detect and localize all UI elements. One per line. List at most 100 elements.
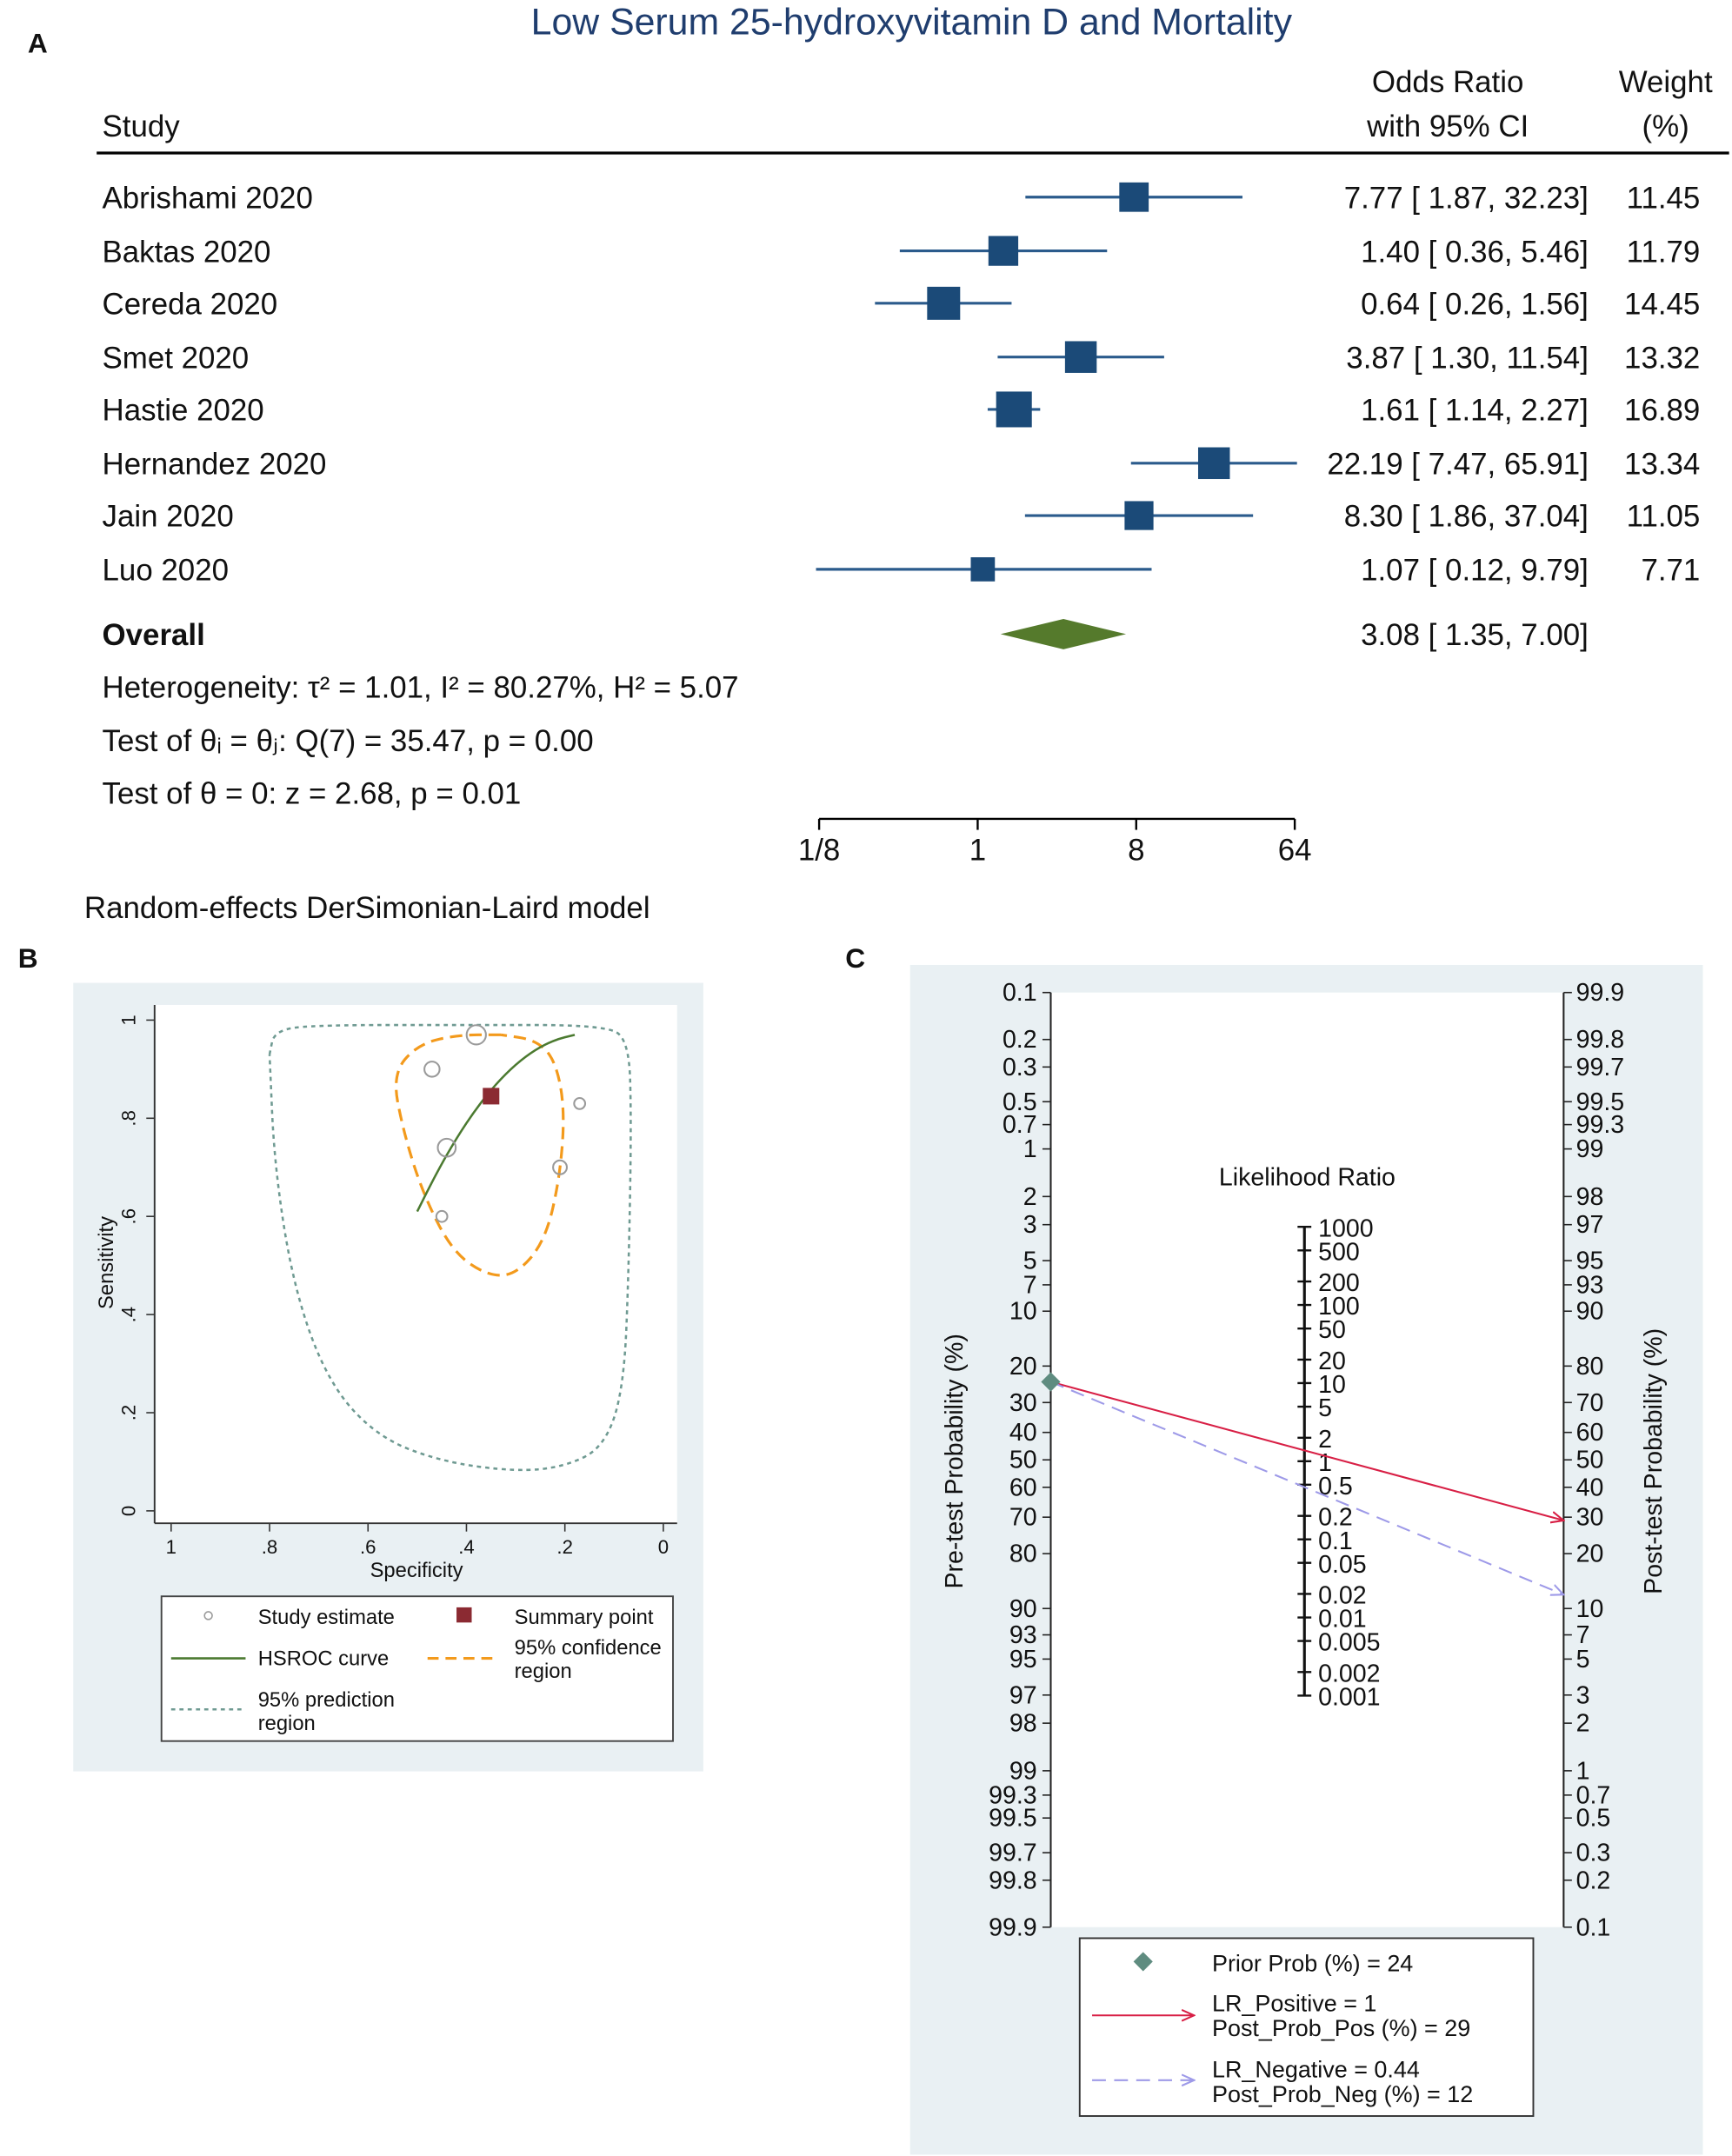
study-name: Baktas 2020	[103, 235, 271, 269]
pre-tick-label: 0.1	[1003, 979, 1037, 1007]
column-header-weight: Weight	[1619, 65, 1713, 99]
pre-tick-label: 3	[1023, 1211, 1037, 1239]
x-tick-label: 1	[969, 833, 986, 867]
pre-tick-label: 97	[1009, 1681, 1037, 1709]
post-tick-label: 2	[1576, 1710, 1590, 1738]
ci-text: 3.87 [ 1.30, 11.54]	[1346, 341, 1589, 375]
effect-marker	[1119, 182, 1149, 212]
post-tick-label: 20	[1576, 1540, 1604, 1568]
pre-tick-label: 5	[1023, 1248, 1037, 1275]
panel-label-a: A	[28, 27, 48, 58]
y-tick-label: 1	[118, 1015, 140, 1025]
panel-label-b: B	[18, 942, 38, 974]
confidence-region	[395, 1033, 565, 1277]
post-tick-label: 0.5	[1576, 1805, 1611, 1833]
effect-marker	[1124, 501, 1154, 530]
y-axis-label: Sensitivity	[95, 1216, 118, 1309]
stat-line: Heterogeneity: τ² = 1.01, I² = 80.27%, H…	[103, 670, 739, 704]
lr-tick-label: 0.002	[1318, 1660, 1380, 1687]
lr-tick-label: 0.05	[1318, 1551, 1367, 1579]
pre-tick-label: 30	[1009, 1389, 1037, 1417]
pre-tick-label: 80	[1009, 1540, 1037, 1568]
lr-tick-label: 0.2	[1318, 1504, 1353, 1532]
plot-area	[1050, 992, 1564, 1927]
lr-tick-label: 10	[1318, 1371, 1346, 1399]
lr-tick-label: 2	[1318, 1426, 1332, 1454]
stat-line: Test of θᵢ = θⱼ: Q(7) = 35.47, p = 0.00	[103, 724, 594, 758]
pre-tick-label: 2	[1023, 1183, 1037, 1211]
post-tick-label: 10	[1576, 1595, 1604, 1623]
column-header-weight-unit: (%)	[1642, 110, 1689, 143]
legend-box	[160, 1595, 674, 1742]
post-tick-label: 40	[1576, 1474, 1604, 1501]
legend-label: HSROC curve	[258, 1647, 390, 1670]
post-tick-label: 99.7	[1576, 1054, 1625, 1081]
y-tick-label: .8	[118, 1110, 140, 1127]
post-tick-label: 95	[1576, 1248, 1604, 1275]
study-row: Hastie 2020 1.61 [ 1.14, 2.27] 16.89	[103, 391, 1700, 428]
chart-title: Low Serum 25-hydroxyvitamin D and Mortal…	[531, 2, 1293, 43]
pre-tick-label: 99.3	[989, 1781, 1037, 1809]
study-name: Smet 2020	[103, 341, 250, 375]
study-estimate-point	[465, 1024, 487, 1046]
pre-tick-label: 99.8	[989, 1867, 1037, 1894]
post-tick-label: 5	[1576, 1646, 1590, 1674]
ci-text: 22.19 [ 7.47, 65.91]	[1327, 447, 1589, 481]
lr-tick-label: 0.005	[1318, 1629, 1380, 1657]
legend-prior: Prior Prob (%) = 24	[1212, 1951, 1413, 1977]
lr-tick-label: 0.1	[1318, 1527, 1353, 1555]
legend-prior-icon	[1133, 1952, 1153, 1972]
effect-marker	[988, 236, 1019, 266]
post-tick-label: 1	[1576, 1757, 1590, 1785]
study-row: Baktas 2020 1.40 [ 0.36, 5.46] 11.79	[103, 235, 1701, 269]
study-row: Abrishami 2020 7.77 [ 1.87, 32.23] 11.45	[103, 181, 1701, 215]
post-tick-label: 0.2	[1576, 1867, 1611, 1894]
column-header-or: Odds Ratio	[1372, 65, 1523, 99]
legend: Study estimate Summary point HSROC curve 95…	[160, 1595, 674, 1742]
effect-marker	[996, 391, 1032, 428]
pre-tick-label: 10	[1009, 1298, 1037, 1326]
overall-ci-text: 3.08 [ 1.35, 7.00]	[1361, 618, 1589, 652]
legend-summary-icon	[456, 1607, 472, 1623]
column-header-ci: with 95% CI	[1366, 110, 1529, 143]
x-tick-label: 64	[1278, 833, 1312, 867]
legend-label: Study estimate	[258, 1606, 395, 1629]
post-tick-label: 97	[1576, 1211, 1604, 1239]
x-tick-label: 1	[166, 1536, 177, 1558]
x-tick-label: .8	[262, 1536, 278, 1558]
legend-study-icon	[203, 1611, 213, 1620]
legend-box	[1078, 1937, 1535, 2117]
lr-tick-label: 5	[1318, 1394, 1332, 1422]
legend-post-pos: Post_Prob_Pos (%) = 29	[1212, 2015, 1470, 2041]
post-tick-label: 99	[1576, 1135, 1604, 1163]
x-tick-label: .4	[458, 1536, 475, 1558]
post-tick-label: 99.8	[1576, 1026, 1625, 1054]
ci-text: 8.30 [ 1.86, 37.04]	[1344, 500, 1589, 534]
lr-tick-label: 100	[1318, 1293, 1360, 1321]
post-tick-label: 98	[1576, 1183, 1604, 1211]
column-header-study: Study	[103, 110, 181, 143]
weight-text: 11.79	[1627, 235, 1701, 269]
pre-tick-label: 20	[1009, 1353, 1037, 1381]
pre-tick-label: 60	[1009, 1474, 1037, 1501]
study-estimate-point	[436, 1137, 457, 1158]
ci-text: 1.40 [ 0.36, 5.46]	[1361, 235, 1589, 269]
study-name: Cereda 2020	[103, 288, 278, 322]
study-estimate-point	[552, 1159, 568, 1175]
post-tick-label: 60	[1576, 1419, 1604, 1447]
footnote: Random-effects DerSimonian-Laird model	[84, 891, 650, 925]
legend-post-neg: Post_Prob_Neg (%) = 12	[1212, 2081, 1473, 2107]
lr-tick-label: 50	[1318, 1316, 1346, 1344]
pre-tick-label: 70	[1009, 1504, 1037, 1532]
prediction-region	[268, 1023, 632, 1472]
ci-text: 0.64 [ 0.26, 1.56]	[1361, 288, 1589, 322]
pre-tick-label: 7	[1023, 1271, 1037, 1299]
pre-tick-label: 0.2	[1003, 1026, 1037, 1054]
pre-tick-label: 90	[1009, 1595, 1037, 1623]
panel-a-forest-plot: A Low Serum 25-hydroxyvitamin D and Morta…	[28, 2, 1729, 925]
post-tick-label: 93	[1576, 1271, 1604, 1299]
lr-tick-label: 0.02	[1318, 1582, 1367, 1610]
post-tick-label: 50	[1576, 1447, 1604, 1474]
x-tick-label: 8	[1128, 833, 1144, 867]
legend-label: Summary point	[515, 1606, 654, 1629]
